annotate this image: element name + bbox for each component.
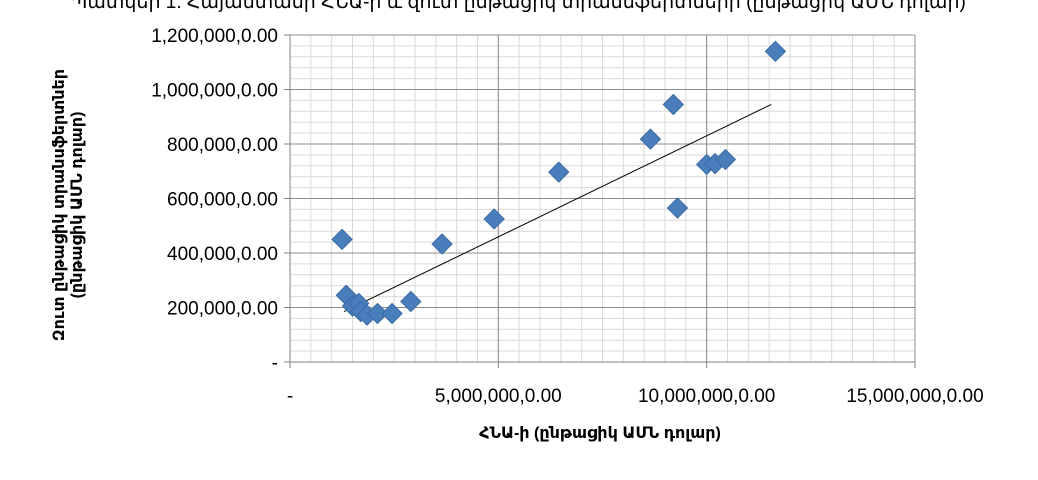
- y-tick-label: 1,200,000,0.00: [151, 26, 278, 47]
- data-point-diamond: [714, 148, 737, 171]
- y-tick-label: 400,000,0.00: [167, 244, 278, 265]
- y-tick-label: 800,000,0.00: [167, 135, 278, 156]
- data-point-diamond: [548, 161, 570, 183]
- y-tick-label: 200,000,0.00: [167, 299, 278, 320]
- x-tick-label: -: [287, 386, 293, 407]
- data-point-diamond: [331, 228, 353, 251]
- y-tick-label: 600,000,0.00: [167, 190, 278, 211]
- x-tick-label: 5,000,000,0.00: [435, 386, 562, 407]
- data-point-diamond: [400, 290, 422, 313]
- data-point-diamond: [666, 197, 689, 219]
- trendline-group: [343, 104, 772, 313]
- data-points: [331, 40, 787, 326]
- y-tick-label: 1,000,000,0.00: [151, 81, 278, 102]
- data-point-diamond: [366, 302, 389, 325]
- x-axis-title: ՀՆԱ-ի (ընթացիկ ԱՄՆ դոլար): [479, 425, 721, 442]
- y-tick-labels: - 200,000,0.00 400,000,0.00 600,000,0.00 800…: [151, 26, 278, 374]
- data-point-diamond: [431, 233, 453, 255]
- data-point-diamond: [639, 128, 662, 150]
- y-axis-title-line1: Զուտ ընթացիկ տրանսֆերտներ: [51, 69, 68, 341]
- y-axis-title-line2: (ընթացիկ ԱՄՆ դոլար): [69, 112, 86, 299]
- x-tick-labels: - 5,000,000,0.00 10,000,000,0.00 15,000,000…: [287, 386, 984, 407]
- y-tick-label: -: [272, 353, 278, 374]
- data-point-diamond: [483, 208, 505, 230]
- data-point-diamond: [381, 302, 403, 325]
- trendline: [343, 104, 772, 313]
- x-tick-label: 10,000,000,0.00: [638, 386, 775, 407]
- x-tick-label: 15,000,000,0.00: [846, 386, 983, 407]
- data-point-diamond: [764, 40, 787, 63]
- cropped-caption-text: Պատկեր 1. Հայաստանի ՀՆԱ-ի և զուտ ընթացիկ…: [72, 0, 966, 13]
- data-point-diamond: [662, 93, 685, 116]
